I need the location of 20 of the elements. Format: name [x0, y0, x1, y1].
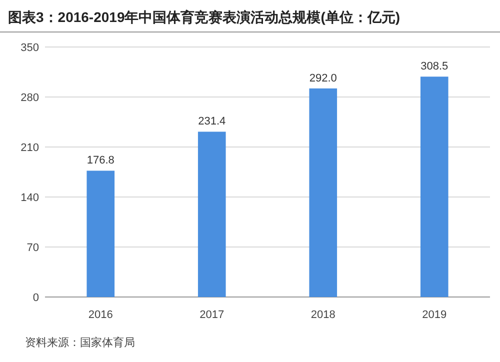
y-tick-label: 140	[20, 192, 39, 204]
bar	[309, 88, 338, 297]
y-tick-label: 350	[20, 42, 39, 54]
data-label: 176.8	[86, 154, 114, 167]
y-tick-label: 210	[20, 142, 39, 154]
x-tick-label: 2017	[200, 309, 224, 321]
data-label: 231.4	[198, 116, 226, 128]
data-label: 292.0	[309, 72, 337, 84]
x-tick-label: 2018	[310, 309, 336, 321]
bar	[198, 132, 226, 297]
chart-title: 图表3：2016-2019年中国体育竞赛表演活动总规模(单位：亿元)	[8, 9, 400, 25]
y-tick-label: 0	[32, 292, 39, 304]
y-tick-label: 280	[20, 92, 39, 104]
x-tick-label: 2016	[88, 309, 113, 321]
data-label: 308.5	[420, 60, 448, 73]
text: 资料来源：国家体育局	[25, 336, 135, 349]
x-tick-label: 2019	[422, 309, 447, 321]
bar	[86, 170, 115, 297]
bar	[420, 76, 448, 297]
y-tick-label: 70	[26, 242, 39, 254]
